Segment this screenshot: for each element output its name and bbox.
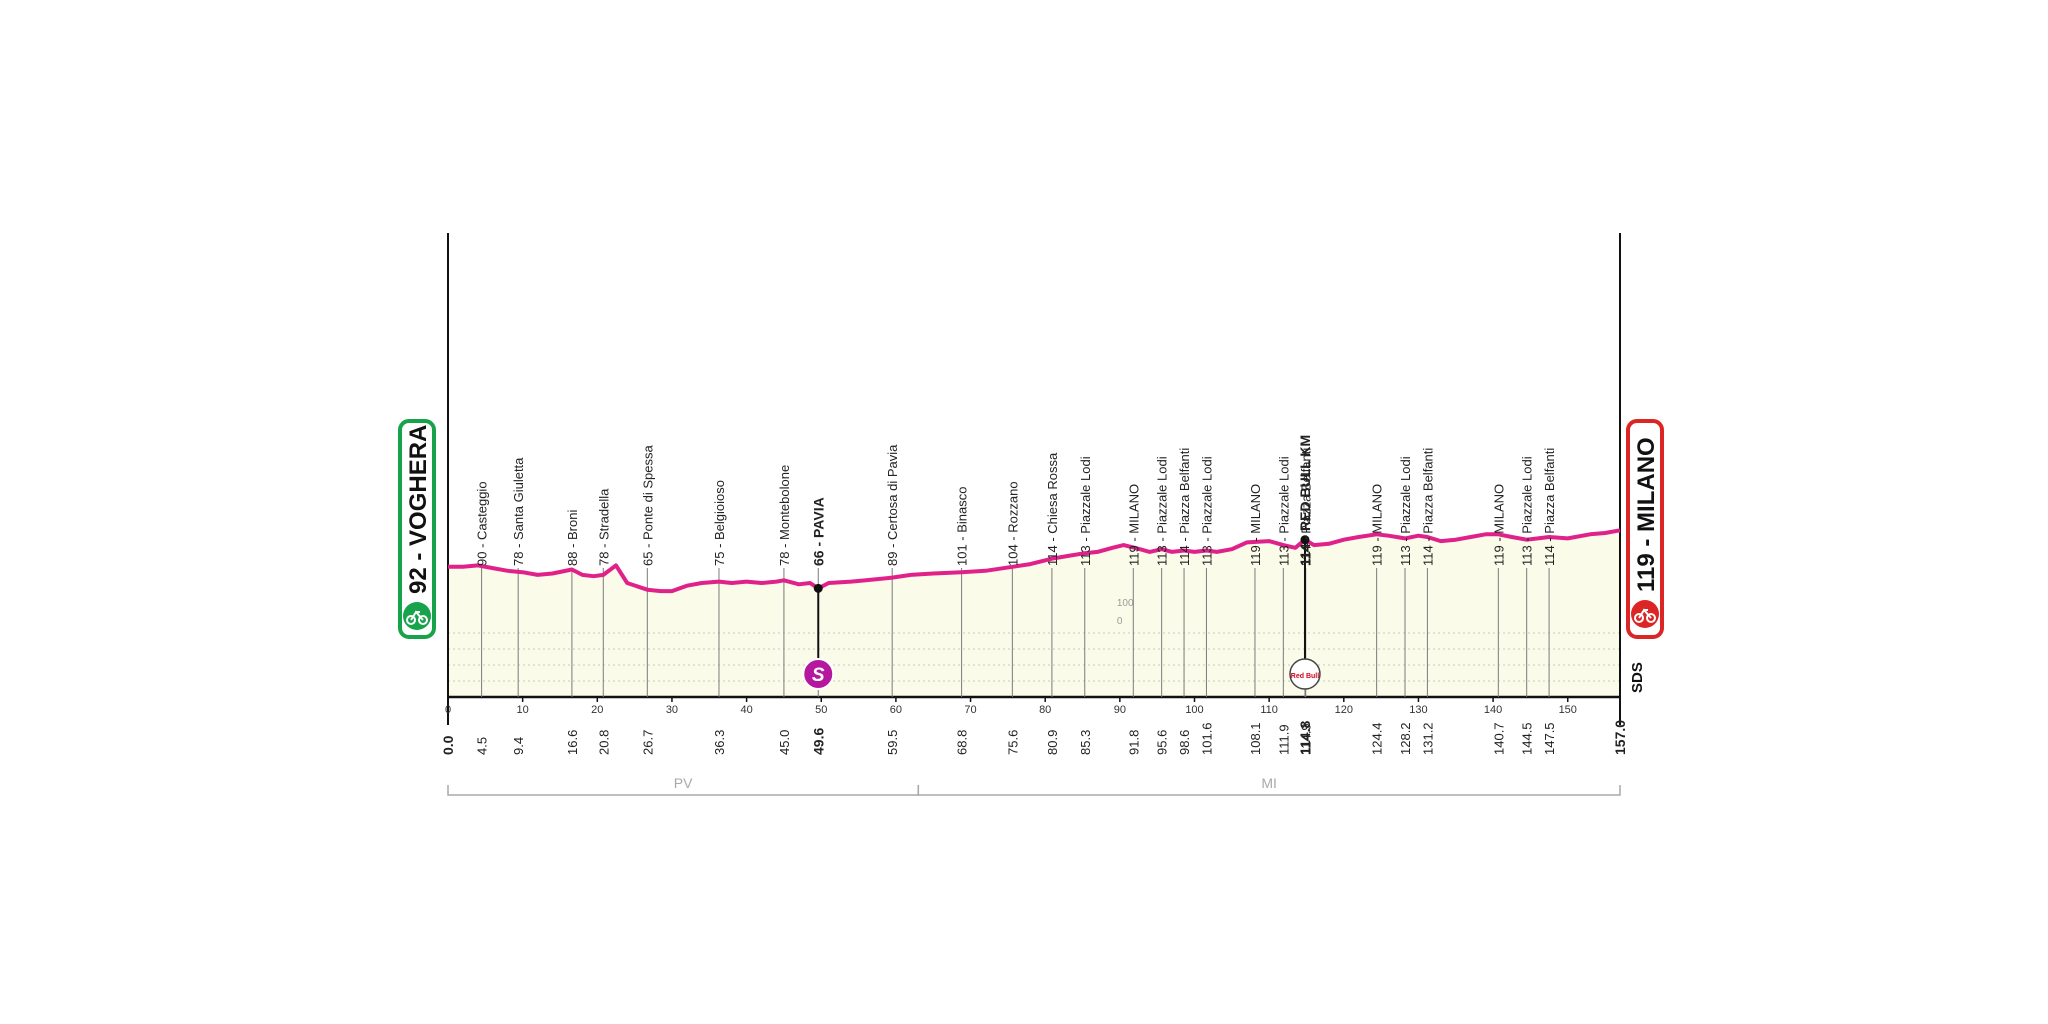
km-distance-label: 114.8: [1297, 721, 1313, 755]
waypoint-label: 65 - Ponte di Spessa: [640, 445, 655, 566]
x-tick-label: 50: [815, 704, 827, 716]
start-bike-icon-bg: [403, 602, 431, 630]
waypoint-label: 90 - Casteggio: [475, 481, 490, 566]
km-distance-label: 4.5: [475, 737, 490, 755]
km-distance-label: 147.5: [1542, 722, 1557, 755]
x-tick-label: 100: [1185, 704, 1203, 716]
waypoint-label: 114 - Chiesa Rossa: [1045, 452, 1060, 566]
waypoint-label: 66 - PAVIA: [810, 497, 826, 566]
waypoint-label: 78 - Montebolone: [777, 465, 792, 566]
waypoint-label: 78 - Santa Giuletta: [511, 457, 526, 566]
start-badge-frame: [398, 419, 436, 639]
km-distance-label: 101.6: [1199, 722, 1214, 755]
region-label: PV: [674, 775, 693, 791]
waypoint-label: 104 - Rozzano: [1005, 481, 1020, 566]
x-tick-label: 30: [666, 704, 678, 716]
km-distance-label: 0.0: [440, 735, 456, 755]
brand-mark: SDS: [1629, 662, 1646, 693]
km-distance-label: 59.5: [885, 730, 900, 755]
km-distance-label: 128.2: [1398, 722, 1413, 755]
region-bracket: [917, 785, 1621, 796]
waypoint-label: 113 - Piazzale Lodi: [1276, 456, 1291, 566]
waypoint-label: 114 - Piazza Belfanti: [1299, 448, 1314, 566]
km-distance-label: 68.8: [955, 730, 970, 755]
waypoint-label: 114 - Piazza Belfanti: [1420, 448, 1435, 566]
profile-area-fill: [448, 530, 1620, 697]
km-distance-label: 85.3: [1078, 730, 1093, 755]
waypoint-label: 113 - Piazzale Lodi: [1520, 456, 1535, 566]
km-distance-label: 91.8: [1126, 730, 1141, 755]
x-tick-label: 120: [1335, 704, 1353, 716]
marker-dot: [813, 583, 823, 593]
km-distance-label: 20.8: [596, 730, 611, 755]
km-distance-label: 111.9: [1276, 724, 1291, 755]
km-distance-label: 45.0: [777, 730, 792, 755]
km-distance-label: 9.4: [511, 737, 526, 755]
km-distance-label: 108.1: [1248, 722, 1263, 755]
x-tick-label: 150: [1559, 704, 1577, 716]
red-bull-icon: [1289, 658, 1321, 690]
start-badge: 92 - VOGHERA: [398, 419, 436, 639]
km-distance-label: 157.0: [1612, 720, 1628, 755]
km-distance-label: 75.6: [1005, 730, 1020, 755]
finish-badge: 119 - MILANO: [1626, 419, 1664, 639]
bicycle-icon: [406, 610, 428, 625]
km-distance-label: 95.6: [1155, 730, 1170, 755]
sprint-icon-letter: S: [812, 665, 825, 686]
x-tick-label: 140: [1484, 704, 1502, 716]
waypoint-label: 114 - Piazza Belfanti: [1542, 448, 1557, 566]
waypoint-label: 113 - Piazzale Lodi: [1199, 456, 1214, 566]
altitude-tick-label: 0: [1117, 616, 1123, 627]
km-distance-label: 80.9: [1045, 730, 1060, 755]
finish-badge-frame: [1626, 419, 1664, 639]
marker-dot: [1300, 535, 1310, 545]
km-distance-label: 49.6: [810, 728, 826, 755]
km-distance-label: 26.7: [640, 730, 655, 755]
waypoint-label: 101 - Binasco: [955, 487, 970, 567]
x-tick-label: 0: [445, 704, 451, 716]
waypoint-label: 119 - MILANO: [1248, 484, 1263, 566]
finish-bike-icon-bg: [1631, 600, 1659, 628]
red-bull-icon-text: Red Bull: [1291, 673, 1319, 680]
x-tick-label: 10: [517, 704, 529, 716]
x-tick-label: 20: [591, 704, 603, 716]
km-distance-label: 114.9: [1299, 723, 1314, 755]
x-tick-label: 90: [1114, 704, 1126, 716]
waypoint-label: 78 - Stradella: [596, 488, 611, 566]
start-location-label: 92 - VOGHERA: [405, 425, 432, 594]
sprint-icon: [802, 658, 835, 690]
km-distance-label: 140.7: [1491, 722, 1506, 755]
x-tick-label: 110: [1260, 704, 1278, 716]
km-distance-label: 124.4: [1370, 722, 1385, 755]
km-distance-label: 131.2: [1420, 722, 1435, 755]
x-tick-label: 60: [890, 704, 902, 716]
waypoint-label: 89 - Certosa di Pavia: [885, 444, 900, 566]
waypoint-label: 113 - Piazzale Lodi: [1155, 456, 1170, 566]
region-label: MI: [1261, 775, 1277, 791]
elevation-profile-line: [448, 528, 1621, 594]
km-distance-label: 36.3: [712, 730, 727, 755]
waypoint-label: 119 - MILANO: [1370, 484, 1385, 566]
waypoint-label: 119 - MILANO: [1126, 484, 1141, 566]
waypoint-label: 113 - Piazzale Lodi: [1398, 456, 1413, 566]
waypoint-label: 114 - Piazza Belfanti: [1177, 448, 1192, 566]
x-tick-label: 40: [740, 704, 752, 716]
waypoint-label: 114 - RED BULL KM: [1297, 435, 1313, 566]
finish-location-label: 119 - MILANO: [1633, 437, 1660, 592]
waypoint-label: 88 - Broni: [565, 510, 580, 566]
waypoint-label: 113 - Piazzale Lodi: [1078, 456, 1093, 566]
km-distance-label: 144.5: [1520, 722, 1535, 755]
finish-bicycle-icon: [1634, 608, 1656, 623]
waypoint-label: 75 - Belgioioso: [712, 480, 727, 566]
km-distance-label: 16.6: [565, 730, 580, 755]
x-tick-label: 70: [964, 704, 976, 716]
waypoint-label: 119 - MILANO: [1491, 484, 1506, 566]
km-distance-label: 98.6: [1177, 730, 1192, 755]
x-tick-label: 130: [1409, 704, 1427, 716]
x-tick-label: 80: [1039, 704, 1051, 716]
altitude-tick-label: 100: [1117, 598, 1134, 609]
